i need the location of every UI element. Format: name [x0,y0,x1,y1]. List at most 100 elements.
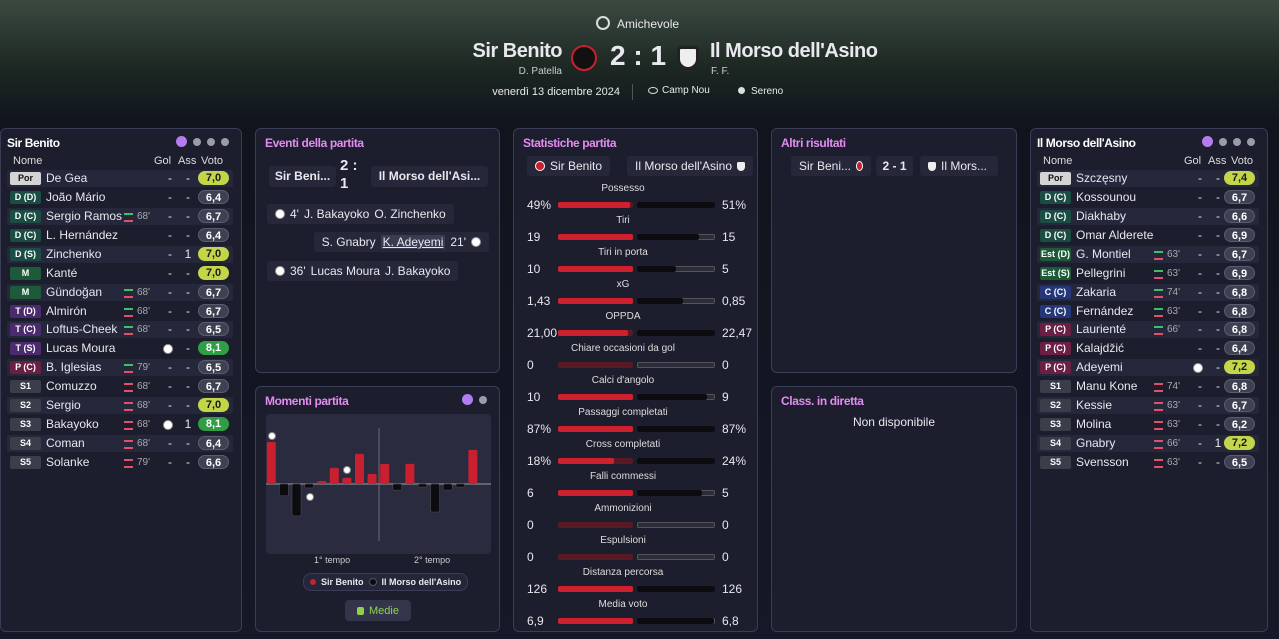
player-name: Lucas Moura [46,341,116,356]
player-row[interactable]: S4 Coman 68' - -6,4 [7,435,233,453]
player-row[interactable]: Est (S) Pellegrini 63' - -6,9 [1037,265,1259,282]
assists: - [186,360,190,375]
player-row[interactable]: C (C) Zakaria 74' - -6,8 [1037,283,1259,301]
player-row[interactable]: S1 Comuzzo 68' - -6,7 [7,378,233,395]
page-dot[interactable] [221,138,229,146]
player-row[interactable]: S5 Svensson 63' - -6,5 [1037,454,1259,471]
match-event[interactable]: 4' J. Bakayoko O. Zinchenko [267,204,454,224]
stadium-icon [648,87,658,94]
substitution-minute: 68' [137,419,151,431]
away-value: 5 [722,262,729,276]
player-row[interactable]: P (C) Kalajdžić - -6,4 [1037,340,1259,357]
away-team: Il Morso dell'Asino [710,40,878,62]
score: 2 : 1 [609,40,667,71]
assists: - [186,436,190,451]
momentum-bar [380,463,390,484]
player-row[interactable]: D (C) Kossounou - -6,7 [1037,189,1259,206]
player-row[interactable]: S5 Solanke 79' - -6,6 [7,454,233,471]
goals: - [1198,341,1202,356]
event-minute: 36' [290,264,306,278]
averages-button[interactable]: Medie [345,600,411,621]
away-bar [637,298,684,304]
player-name: Kossounou [1076,189,1137,204]
stat-name: xG [616,279,630,290]
page-dot[interactable] [193,138,201,146]
player-row[interactable]: Por Szczęsny - -7,4 [1037,170,1259,187]
player-row[interactable]: S3 Molina 63' - -6,2 [1037,416,1259,433]
goal-icon [275,209,285,219]
match-event[interactable]: S. Gnabry K. Adeyemi 21' [313,232,489,252]
position-badge: Por [10,172,41,185]
player-row[interactable]: T (S) Lucas Moura -8,1 [7,340,233,357]
crest [535,161,545,171]
away-team-button[interactable]: Il Morso dell'Asino [627,156,753,176]
substitution-icon [1154,250,1163,260]
position-badge: P (C) [10,361,41,375]
away-team-short: Il Morso dell'Asi... [371,166,488,187]
player-row[interactable]: T (D) Almirón 68' - -6,7 [7,303,233,320]
position-badge: M [10,285,41,299]
position-badge: Por [1040,172,1071,185]
player-row[interactable]: D (C) L. Hernández - -6,4 [7,227,233,244]
player-row[interactable]: D (C) Sergio Ramos 68' - -6,7 [7,207,233,225]
page-dot[interactable] [1202,136,1213,147]
substitution-minute: 63' [1167,267,1181,279]
page-dot[interactable] [1219,138,1227,146]
stat-name: Chiare occasioni da gol [571,343,675,354]
player-row[interactable]: C (C) Fernández 63' - -6,8 [1037,303,1259,320]
home-value: 21,00 [527,326,558,340]
player-row[interactable]: S3 Bakayoko 68' 1 8,1 [7,416,233,433]
player-row[interactable]: M Gündoğan 68' - -6,7 [7,283,233,301]
rating: 7,4 [1224,171,1255,185]
momentum-bar [405,463,415,484]
player-row[interactable]: D (S) Zinchenko -1 7,0 [7,245,233,263]
player-row[interactable]: D (D) João Mário - -6,4 [7,189,233,206]
assists: 1 [184,246,192,261]
page-dot[interactable] [462,394,473,405]
player-row[interactable]: Est (D) G. Montiel 63' - -6,7 [1037,245,1259,263]
home-bar [558,586,633,592]
rating: 6,2 [1224,417,1255,432]
goals: - [1198,189,1202,204]
panel-title: Altri risultati [781,136,846,150]
assists: - [186,454,190,469]
player-row[interactable]: D (C) Omar Alderete - -6,9 [1037,227,1259,244]
player-row[interactable]: D (C) Diakhaby - -6,6 [1037,207,1259,225]
away-value: 87% [722,422,747,436]
player-row[interactable]: M Kanté - -7,0 [7,265,233,282]
player-row[interactable]: P (C) B. Iglesias 79' - -6,5 [7,359,233,377]
page-dot[interactable] [207,138,215,146]
goal-icon [163,420,173,431]
goals: - [168,454,172,469]
player-row[interactable]: S4 Gnabry 66' -1 7,2 [1037,435,1259,453]
page-dot[interactable] [1233,138,1241,146]
rating: 6,4 [198,436,229,451]
momentum-bar [317,480,327,484]
page-dot[interactable] [176,136,187,147]
home-team-button[interactable]: Sir Benito [527,156,611,176]
player-name: Gündoğan [46,284,103,299]
player-row[interactable]: T (C) Loftus-Cheek 68' - -6,5 [7,321,233,339]
goals: - [168,246,172,261]
player-row[interactable]: P (C) Laurienté 66' - -6,8 [1037,321,1259,339]
player-row[interactable]: S2 Sergio 68' - -7,0 [7,397,233,415]
assists: - [1216,322,1220,337]
player-row[interactable]: P (C) Adeyemi -7,2 [1037,359,1259,377]
result-score[interactable]: 2 - 1 [876,156,913,176]
column-header: Voto [201,155,224,167]
player-name: De Gea [46,171,88,185]
match-event[interactable]: 36' Lucas Moura J. Bakayoko [267,261,459,281]
page-dot[interactable] [479,396,487,404]
player-row[interactable]: S2 Kessie 63' - -6,7 [1037,397,1259,415]
rating: 8,1 [198,417,229,432]
page-dot[interactable] [1247,138,1255,146]
player-row[interactable]: S1 Manu Kone 74' - -6,8 [1037,378,1259,395]
result-home[interactable]: Sir Beni... [791,156,871,176]
stat-name: Tiri [616,215,630,226]
result-away[interactable]: Il Mors... [920,156,998,176]
momentum-bar [342,477,352,484]
goals: - [1198,208,1202,223]
assists: - [1216,208,1220,223]
player-row[interactable]: Por De Gea - -7,0 [7,170,233,187]
assists: - [1216,360,1220,375]
